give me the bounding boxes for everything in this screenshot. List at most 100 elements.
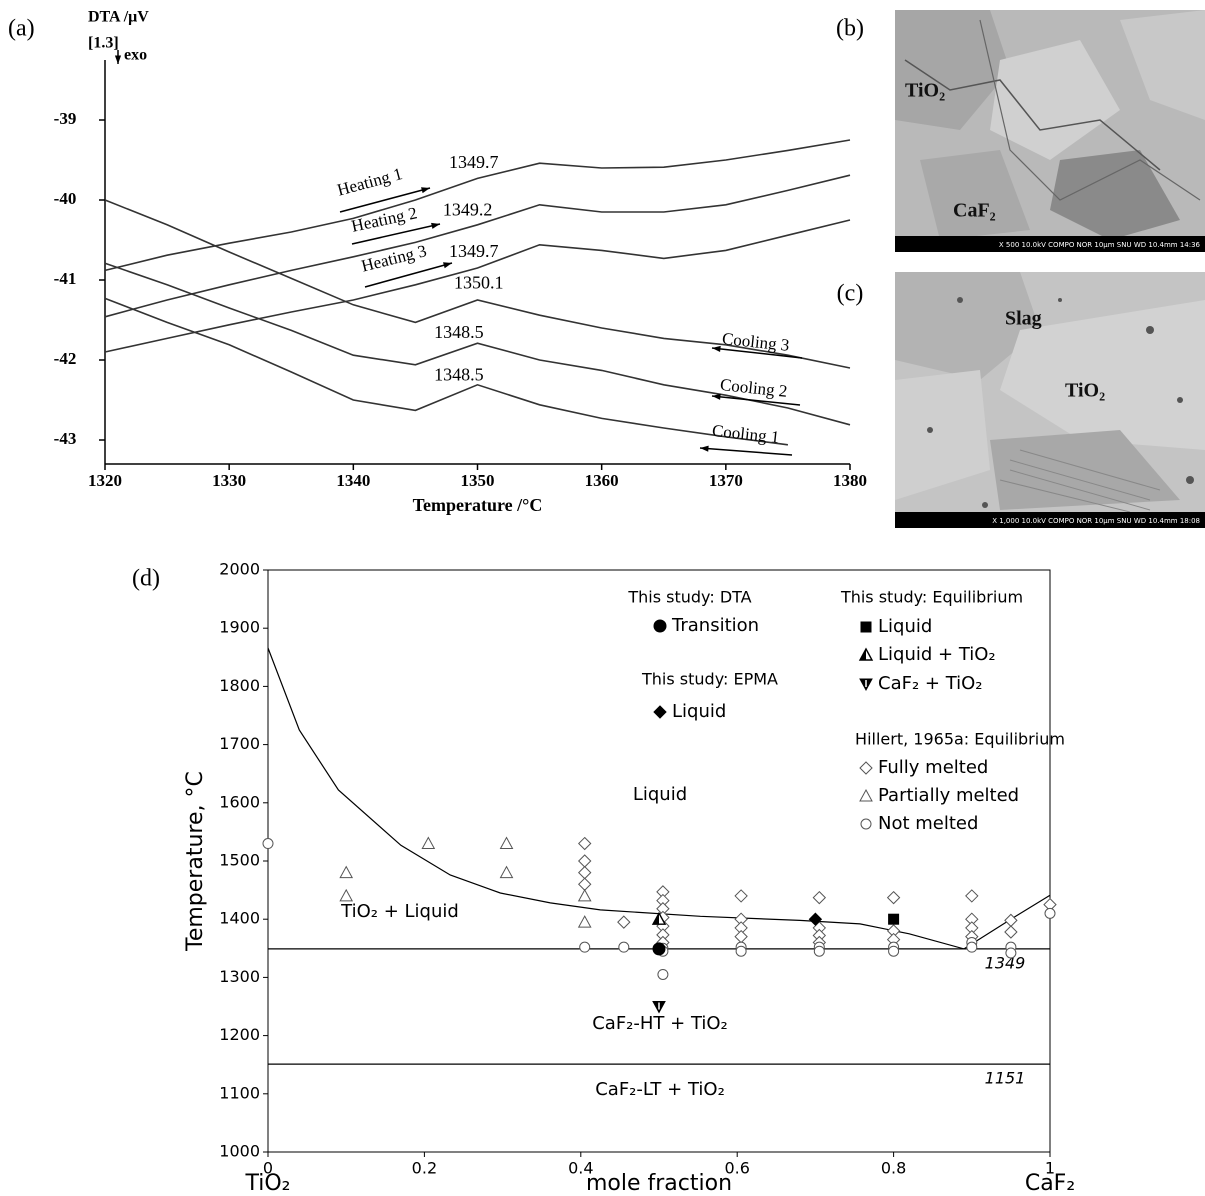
marker <box>580 942 590 952</box>
series-label: Heating 3 <box>359 241 428 276</box>
y-axis-unit: [1.3] <box>88 35 119 52</box>
marker <box>813 892 825 904</box>
marker <box>889 946 899 956</box>
marker-shape <box>579 890 591 901</box>
y-tick-label: -41 <box>54 269 77 288</box>
legend-label: Liquid + TiO₂ <box>878 644 996 665</box>
marker <box>618 916 630 928</box>
marker-shape <box>1045 908 1055 918</box>
marker <box>860 790 872 801</box>
marker <box>579 878 591 890</box>
peak-label: 1349.2 <box>443 200 493 220</box>
peak-label: 1349.7 <box>449 241 499 261</box>
marker-shape <box>654 620 666 632</box>
series-label: Cooling 1 <box>711 421 780 447</box>
y-axis-direction: exo <box>124 47 147 64</box>
marker <box>860 762 872 774</box>
isotherm-label: 1151 <box>985 1069 1026 1088</box>
figure: (a)DTA /μV[1.3]exo-43-42-41-40-391320133… <box>0 0 1205 1196</box>
marker-shape <box>861 819 871 829</box>
marker <box>888 892 900 904</box>
y-tick-label: 2000 <box>219 560 260 579</box>
marker <box>736 946 746 956</box>
x-tick-label: 1330 <box>212 471 246 490</box>
marker-shape <box>966 890 978 902</box>
legend-label: Liquid <box>878 616 932 637</box>
panel-label: (a) <box>8 16 35 42</box>
marker <box>889 914 899 924</box>
marker-shape <box>813 892 825 904</box>
micrograph-b <box>895 10 1205 252</box>
marker <box>735 890 747 902</box>
arrow <box>700 448 792 455</box>
phase-label: Slag <box>1005 308 1042 330</box>
marker <box>579 890 591 901</box>
marker <box>579 838 591 850</box>
y-tick-label: 1700 <box>219 734 260 753</box>
marker <box>658 969 668 979</box>
legend-label: Partially melted <box>878 785 1019 806</box>
marker <box>619 942 629 952</box>
marker-shape <box>618 916 630 928</box>
marker-shape <box>814 946 824 956</box>
marker-shape <box>653 943 665 955</box>
series-label: Heating 1 <box>335 164 404 200</box>
marker-shape <box>735 890 747 902</box>
marker <box>579 916 591 927</box>
region-label: CaF₂-LT + TiO₂ <box>595 1079 725 1100</box>
y-tick-label: 1500 <box>219 851 260 870</box>
isotherm-label: 1349 <box>985 953 1026 972</box>
x-axis-title: mole fraction <box>586 1171 732 1196</box>
x-tick-label: 1360 <box>585 471 619 490</box>
x-tick-label: 1370 <box>709 471 743 490</box>
marker <box>654 620 666 632</box>
marker-shape <box>861 622 871 632</box>
marker-shape <box>658 969 668 979</box>
marker <box>653 1002 665 1013</box>
x-tick-label: 1340 <box>336 471 370 490</box>
marker-shape <box>579 855 591 867</box>
x-tick-label: 0.2 <box>412 1159 437 1178</box>
marker-shape <box>889 946 899 956</box>
marker-shape <box>340 867 352 878</box>
y-tick-label: 1800 <box>219 676 260 695</box>
marker <box>654 706 666 718</box>
y-tick-label: -42 <box>54 349 77 368</box>
micrograph-footer: X 500 10.0kV COMPO NOR 10μm SNU WD 10.4m… <box>999 241 1201 249</box>
y-tick-label: -40 <box>54 189 77 208</box>
region-label: Liquid <box>633 784 687 805</box>
y-axis-title: DTA /μV <box>88 9 149 26</box>
y-tick-label: 1900 <box>219 618 260 637</box>
arrow-head <box>443 262 452 268</box>
marker-shape <box>888 892 900 904</box>
legend-label: Fully melted <box>878 757 988 778</box>
x-tick-label: 1380 <box>833 471 867 490</box>
micrograph-c <box>895 272 1205 528</box>
marker <box>1006 948 1016 958</box>
marker-shape <box>501 867 513 878</box>
marker <box>579 867 591 879</box>
x-axis-title: Temperature /°C <box>413 495 543 515</box>
marker <box>422 838 434 849</box>
marker-shape <box>579 878 591 890</box>
marker <box>579 855 591 867</box>
phase-label: CaF₂ <box>953 200 996 222</box>
marker-shape <box>579 916 591 927</box>
marker-shape <box>967 942 977 952</box>
legend-title: Hillert, 1965a: Equilibrium <box>855 730 1065 749</box>
marker-shape <box>860 790 872 801</box>
marker-shape <box>860 762 872 774</box>
peak-label: 1348.5 <box>434 365 484 385</box>
region-label: CaF₂-HT + TiO₂ <box>592 1013 728 1034</box>
marker <box>1045 908 1055 918</box>
marker <box>340 890 352 901</box>
marker <box>860 649 872 660</box>
legend-label: Transition <box>671 615 759 636</box>
arrow-head <box>712 346 721 352</box>
marker-shape <box>735 931 747 943</box>
x-end-label: TiO₂ <box>244 1171 290 1196</box>
peak-label: 1350.1 <box>454 272 504 292</box>
y-tick-label: 1100 <box>219 1083 260 1102</box>
legend-label: CaF₂ + TiO₂ <box>878 673 983 694</box>
marker-shape <box>654 706 666 718</box>
